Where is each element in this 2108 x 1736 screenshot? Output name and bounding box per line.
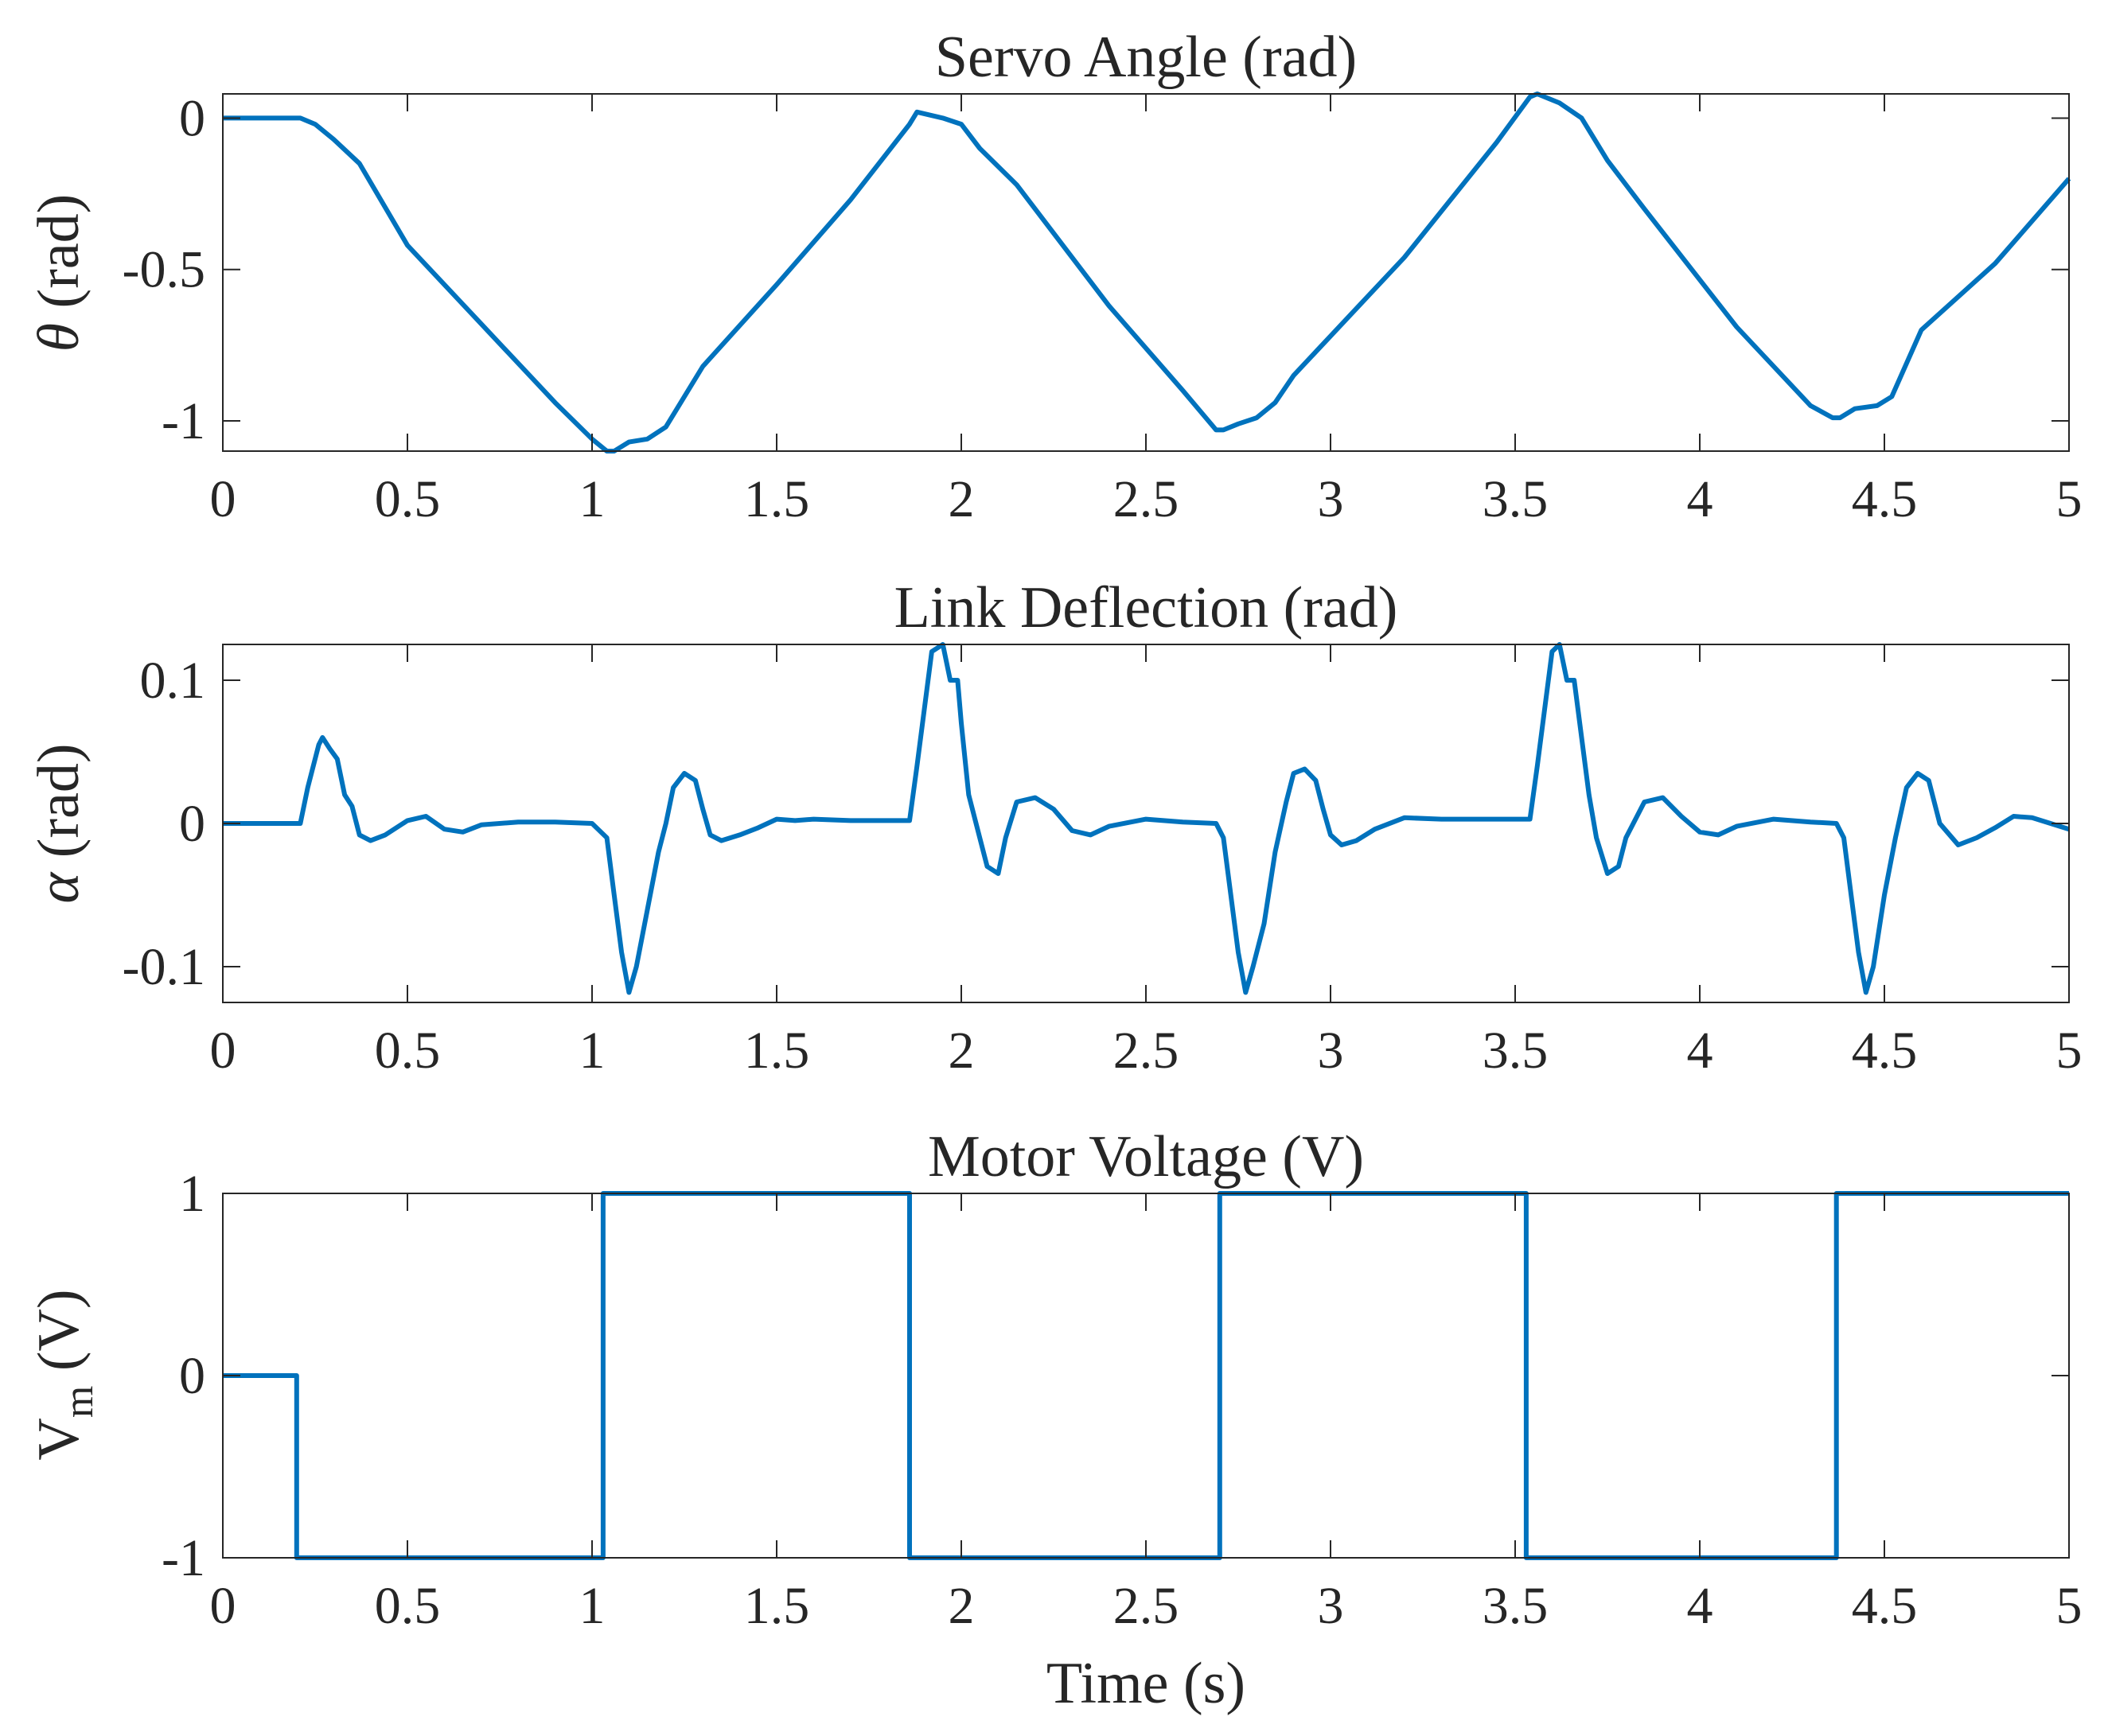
servo-angle-xtick-label: 3.5: [1483, 470, 1549, 528]
servo-angle-ylabel: θ (rad): [26, 194, 92, 352]
link-deflection-ytick-label: 0.1: [140, 652, 206, 710]
servo-angle-series-line: [223, 91, 2071, 453]
link-deflection-title: Link Deflection (rad): [894, 575, 1398, 640]
servo-angle-xtick-label: 1: [579, 470, 606, 528]
link-deflection-xtick-label: 0.5: [375, 1022, 441, 1080]
motor-voltage-xtick-label: 3.5: [1483, 1577, 1549, 1635]
link-deflection-ytick-label: -0.1: [123, 938, 205, 996]
time-xlabel: Time (s): [1046, 1651, 1245, 1716]
servo-angle-ylabel-unit: (rad): [26, 194, 92, 323]
servo-angle-ytick-label: 0: [179, 89, 205, 147]
motor-voltage-ytick-label: 1: [179, 1165, 205, 1223]
motor-voltage-ytick-label: 0: [179, 1347, 205, 1405]
link-deflection-ylabel-unit: (rad): [26, 743, 92, 872]
servo-angle-xtick-label: 0: [210, 470, 236, 528]
servo-angle-xtick-label: 2: [949, 470, 975, 528]
link-deflection-xtick-label: 4: [1687, 1022, 1713, 1080]
motor-voltage-ytick-label: -1: [162, 1529, 205, 1587]
servo-angle-xtick-label: 3: [1318, 470, 1344, 528]
vm-symbol: V: [26, 1418, 92, 1460]
motor-voltage-plot: Motor Voltage (V) Vm (V) Time (s) 0 0.5 1 1…: [26, 1124, 2083, 1716]
motor-voltage-xtick-label: 5: [2056, 1577, 2083, 1635]
servo-angle-xtick-label: 0.5: [375, 470, 441, 528]
motor-voltage-title: Motor Voltage (V): [928, 1124, 1364, 1189]
servo-angle-xtick-label: 1.5: [744, 470, 810, 528]
alpha-symbol: α: [26, 871, 92, 904]
link-deflection-ytick-label: 0: [179, 795, 205, 853]
servo-angle-xtick-label: 2.5: [1113, 470, 1179, 528]
motor-voltage-ylabel-unit: (V): [26, 1289, 92, 1385]
link-deflection-xtick-label: 2: [949, 1022, 975, 1080]
servo-angle-xtick-label: 4.5: [1852, 470, 1918, 528]
servo-angle-ytick-label: -1: [162, 392, 205, 450]
servo-angle-ytick-label: -0.5: [123, 241, 205, 299]
vm-subscript: m: [56, 1386, 102, 1418]
link-deflection-xtick-label: 0: [210, 1022, 236, 1080]
motor-voltage-xtick-label: 2: [949, 1577, 975, 1635]
link-deflection-xtick-label: 3: [1318, 1022, 1344, 1080]
motor-voltage-xtick-label: 0: [210, 1577, 236, 1635]
link-deflection-xtick-label: 4.5: [1852, 1022, 1918, 1080]
servo-angle-xtick-label: 4: [1687, 470, 1713, 528]
link-deflection-xtick-label: 1: [579, 1022, 606, 1080]
link-deflection-xtick-label: 1.5: [744, 1022, 810, 1080]
link-deflection-plot: Link Deflection (rad) α (rad) 0 0.5 1 1.5 2 2…: [26, 575, 2083, 1080]
servo-angle-title: Servo Angle (rad): [935, 25, 1357, 90]
link-deflection-ylabel: α (rad): [26, 743, 92, 903]
link-deflection-series-line: [223, 642, 2070, 995]
motor-voltage-xtick-label: 3: [1318, 1577, 1344, 1635]
motor-voltage-ylabel: Vm (V): [26, 1289, 102, 1460]
link-deflection-xtick-label: 5: [2056, 1022, 2083, 1080]
theta-symbol: θ: [26, 323, 92, 352]
motor-voltage-xtick-label: 2.5: [1113, 1577, 1179, 1635]
motor-voltage-xtick-label: 1: [579, 1577, 606, 1635]
motor-voltage-xtick-label: 1.5: [744, 1577, 810, 1635]
servo-angle-plot: Servo Angle (rad) θ (rad) 0 0.5 1 1.5 2 2.5 3 3…: [26, 25, 2083, 528]
motor-voltage-xtick-label: 4.5: [1852, 1577, 1918, 1635]
servo-angle-xtick-label: 5: [2056, 470, 2083, 528]
link-deflection-xtick-label: 2.5: [1113, 1022, 1179, 1080]
motor-voltage-xtick-label: 4: [1687, 1577, 1713, 1635]
motor-voltage-xtick-label: 0.5: [375, 1577, 441, 1635]
link-deflection-xtick-label: 3.5: [1483, 1022, 1549, 1080]
